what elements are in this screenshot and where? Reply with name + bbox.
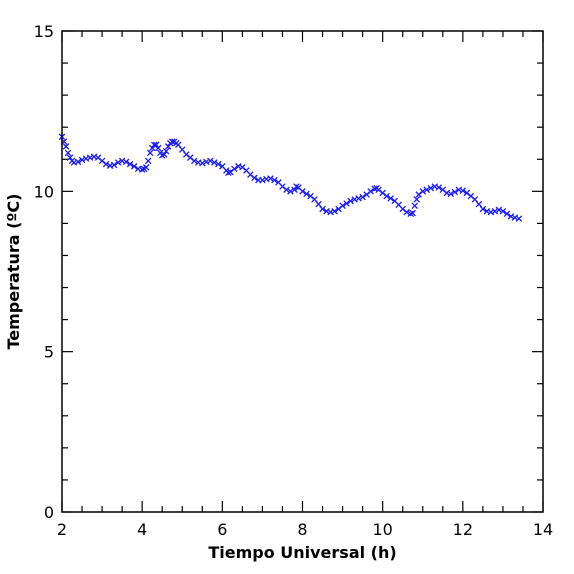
- data-point: [162, 147, 170, 155]
- data-point: [515, 215, 523, 222]
- data-point: [423, 186, 431, 193]
- data-point: [343, 200, 350, 207]
- data-point: [495, 206, 503, 214]
- data-point: [126, 160, 134, 168]
- x-tick-label: 4: [137, 520, 147, 539]
- data-point: [283, 186, 290, 193]
- data-point: [287, 188, 294, 195]
- data-point: [507, 213, 515, 220]
- data-point: [359, 193, 366, 201]
- data-point: [291, 186, 298, 193]
- data-point: [387, 195, 394, 202]
- data-point: [146, 149, 154, 157]
- x-axis-title: Tiempo Universal (h): [208, 543, 396, 562]
- data-point: [339, 202, 346, 210]
- data-point: [407, 210, 414, 218]
- data-point: [403, 208, 410, 216]
- data-point: [331, 207, 338, 215]
- ticks-layer: [61, 30, 544, 513]
- y-tick-label: 15: [34, 22, 54, 41]
- data-point: [199, 159, 206, 167]
- plot-frame: [61, 30, 544, 513]
- x-tick-label: 2: [57, 520, 67, 539]
- data-point: [367, 188, 374, 195]
- data-point: [251, 174, 258, 182]
- data-point: [267, 175, 274, 182]
- data-point: [447, 190, 455, 198]
- data-point: [78, 156, 86, 164]
- data-point: [211, 159, 218, 166]
- data-point: [114, 159, 122, 166]
- data-point: [419, 188, 427, 195]
- data-point: [74, 158, 82, 166]
- data-points: [58, 133, 523, 222]
- data-point: [154, 144, 162, 152]
- data-point: [160, 151, 168, 158]
- x-tick-label: 6: [217, 520, 227, 539]
- y-axis-title: Temperatura (ºC): [4, 194, 23, 350]
- data-point: [413, 196, 420, 203]
- data-point: [491, 207, 499, 215]
- data-point: [383, 192, 390, 200]
- data-point: [503, 210, 511, 218]
- data-point: [411, 202, 418, 210]
- x-tick-label: 12: [453, 520, 473, 539]
- data-point: [225, 169, 232, 176]
- y-tick-label: 5: [44, 343, 54, 362]
- data-point: [459, 187, 467, 194]
- data-point: [130, 163, 138, 170]
- data-point: [64, 149, 72, 157]
- data-point: [319, 205, 326, 213]
- data-point: [303, 190, 310, 198]
- data-point: [409, 209, 416, 217]
- y-tick-label: 10: [34, 182, 54, 201]
- data-point: [347, 197, 354, 205]
- data-point: [271, 176, 278, 184]
- x-tick-label: 8: [297, 520, 307, 539]
- data-point: [62, 143, 70, 150]
- data-point: [451, 188, 459, 196]
- data-point: [110, 161, 118, 169]
- data-point: [102, 160, 110, 168]
- data-point: [152, 141, 160, 149]
- data-point: [427, 184, 435, 192]
- data-point: [215, 160, 222, 168]
- x-tick-label: 10: [372, 520, 392, 539]
- data-point: [144, 157, 152, 165]
- data-point: [191, 157, 198, 165]
- data-point: [142, 164, 150, 171]
- data-point: [299, 188, 306, 195]
- data-point: [138, 166, 146, 173]
- x-tick-label: 14: [533, 520, 553, 539]
- y-tick-label: 0: [44, 503, 54, 522]
- tick-labels: 2 4 6 8 10 12 14 0 5 10 15: [34, 22, 554, 539]
- data-point: [435, 184, 443, 191]
- data-point: [355, 195, 362, 202]
- data-point: [122, 158, 130, 166]
- data-point: [479, 205, 487, 213]
- data-point: [168, 138, 176, 145]
- data-point: [231, 165, 238, 173]
- data-point: [207, 157, 214, 165]
- data-point: [499, 207, 507, 215]
